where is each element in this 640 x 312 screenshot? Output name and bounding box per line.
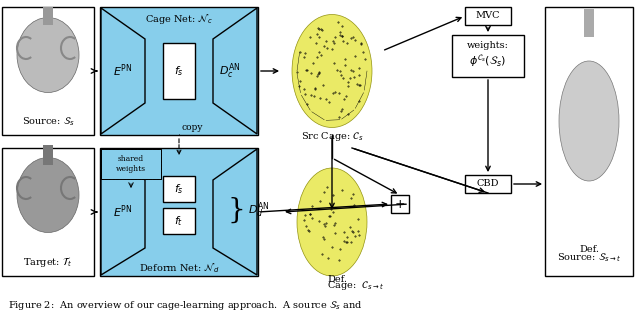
Text: Def.: Def. <box>579 245 599 254</box>
Text: $D_c^{\rm AN}$: $D_c^{\rm AN}$ <box>219 61 241 81</box>
FancyBboxPatch shape <box>545 7 633 276</box>
Text: $D_d^{\rm AN}$: $D_d^{\rm AN}$ <box>248 200 269 220</box>
Polygon shape <box>213 149 257 275</box>
Text: Cage Net: $\mathcal{N}_c$: Cage Net: $\mathcal{N}_c$ <box>145 12 213 26</box>
Text: Cage:  $\mathcal{C}_{s \to t}$: Cage: $\mathcal{C}_{s \to t}$ <box>327 279 384 292</box>
Ellipse shape <box>17 158 79 232</box>
Text: $f_s$: $f_s$ <box>174 182 184 196</box>
Ellipse shape <box>297 168 367 276</box>
Bar <box>43 7 53 25</box>
Text: $E^{\rm PN}$: $E^{\rm PN}$ <box>113 204 132 220</box>
Text: Figure 2:  An overview of our cage-learning approach.  A source $\mathcal{S}_s$ : Figure 2: An overview of our cage-learni… <box>8 299 362 311</box>
Text: $E^{\rm PN}$: $E^{\rm PN}$ <box>113 63 132 79</box>
Ellipse shape <box>559 61 619 181</box>
Text: Source: $\mathcal{S}_{s \to t}$: Source: $\mathcal{S}_{s \to t}$ <box>557 251 621 264</box>
Ellipse shape <box>292 14 372 128</box>
Text: }: } <box>227 197 245 223</box>
FancyBboxPatch shape <box>163 208 195 234</box>
FancyBboxPatch shape <box>2 7 94 135</box>
Text: weights:: weights: <box>467 41 509 51</box>
FancyBboxPatch shape <box>100 148 258 276</box>
Text: $\phi^{\mathcal{C}_s}(\mathcal{S}_s)$: $\phi^{\mathcal{C}_s}(\mathcal{S}_s)$ <box>469 53 507 69</box>
Text: shared
weights: shared weights <box>116 155 146 173</box>
Text: copy: copy <box>182 123 204 131</box>
Ellipse shape <box>17 17 79 92</box>
FancyBboxPatch shape <box>452 35 524 77</box>
Text: Src Cage: $\mathcal{C}_s$: Src Cage: $\mathcal{C}_s$ <box>301 130 364 143</box>
Polygon shape <box>101 8 145 134</box>
Text: $f_s$: $f_s$ <box>174 64 184 78</box>
Bar <box>584 9 594 37</box>
Bar <box>43 145 53 165</box>
FancyBboxPatch shape <box>101 149 161 179</box>
Polygon shape <box>101 149 145 275</box>
FancyBboxPatch shape <box>391 195 409 213</box>
Text: Target: $\mathcal{T}_t$: Target: $\mathcal{T}_t$ <box>24 255 72 269</box>
Polygon shape <box>213 8 257 134</box>
FancyBboxPatch shape <box>163 43 195 99</box>
Text: MVC: MVC <box>476 12 500 21</box>
FancyBboxPatch shape <box>465 7 511 25</box>
FancyBboxPatch shape <box>465 175 511 193</box>
FancyBboxPatch shape <box>163 176 195 202</box>
Text: Def.: Def. <box>327 275 347 284</box>
Text: Source: $\mathcal{S}_s$: Source: $\mathcal{S}_s$ <box>22 115 74 128</box>
Text: CBD: CBD <box>477 179 499 188</box>
FancyBboxPatch shape <box>2 148 94 276</box>
Text: +: + <box>395 197 405 211</box>
Text: Deform Net: $\mathcal{N}_d$: Deform Net: $\mathcal{N}_d$ <box>139 261 220 275</box>
FancyBboxPatch shape <box>100 7 258 135</box>
Text: $f_t$: $f_t$ <box>175 214 184 228</box>
